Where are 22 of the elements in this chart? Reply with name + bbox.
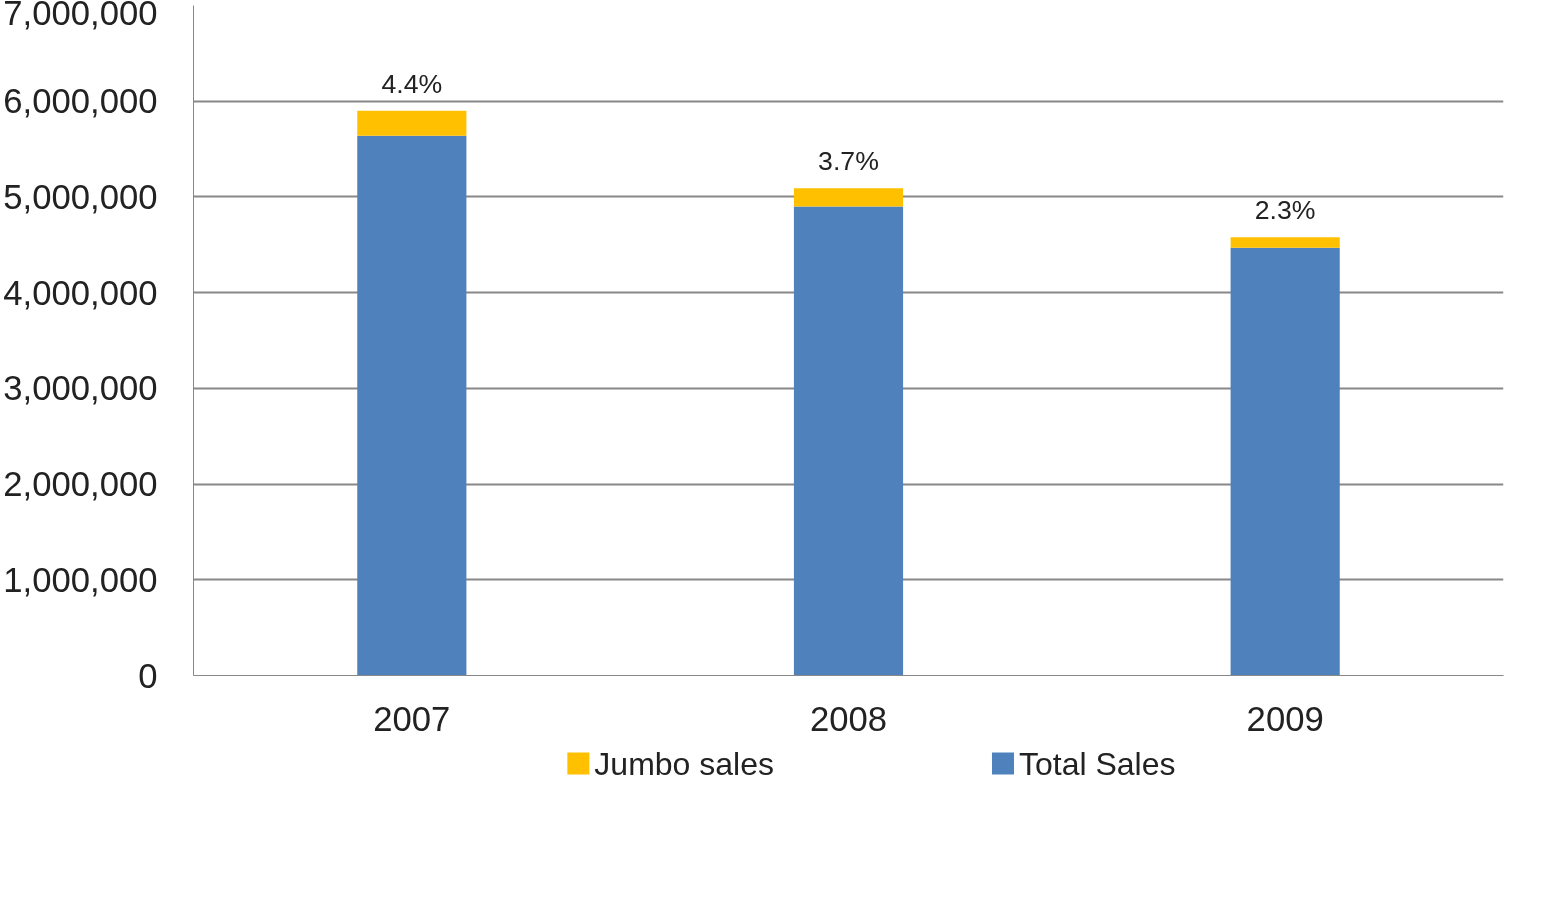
y-tick-label: 2,000,000	[3, 465, 158, 504]
y-tick-label: 5,000,000	[3, 177, 158, 216]
x-tick-label: 2009	[1246, 699, 1324, 738]
legend-label: Total Sales	[1018, 745, 1176, 782]
bar	[793, 206, 904, 676]
annotation: 3.7%	[818, 146, 879, 177]
y-tick-label: 7,000,000	[3, 0, 158, 32]
y-tick-label: 0	[138, 656, 158, 695]
bar	[793, 188, 904, 207]
y-tick-label: 1,000,000	[3, 560, 158, 599]
y-tick-label: 6,000,000	[3, 82, 158, 121]
x-tick-label: 2008	[809, 699, 888, 738]
annotation: 4.4%	[381, 68, 443, 99]
bar	[357, 135, 467, 676]
annotation: 2.3%	[1254, 195, 1316, 226]
y-tick-label: 3,000,000	[3, 369, 158, 408]
y-tick-label: 4,000,000	[3, 273, 158, 312]
bar	[1230, 247, 1340, 676]
bar	[357, 110, 467, 136]
x-tick-label: 2007	[373, 699, 451, 738]
bar	[1230, 237, 1340, 248]
legend-label: Jumbo sales	[594, 745, 774, 782]
